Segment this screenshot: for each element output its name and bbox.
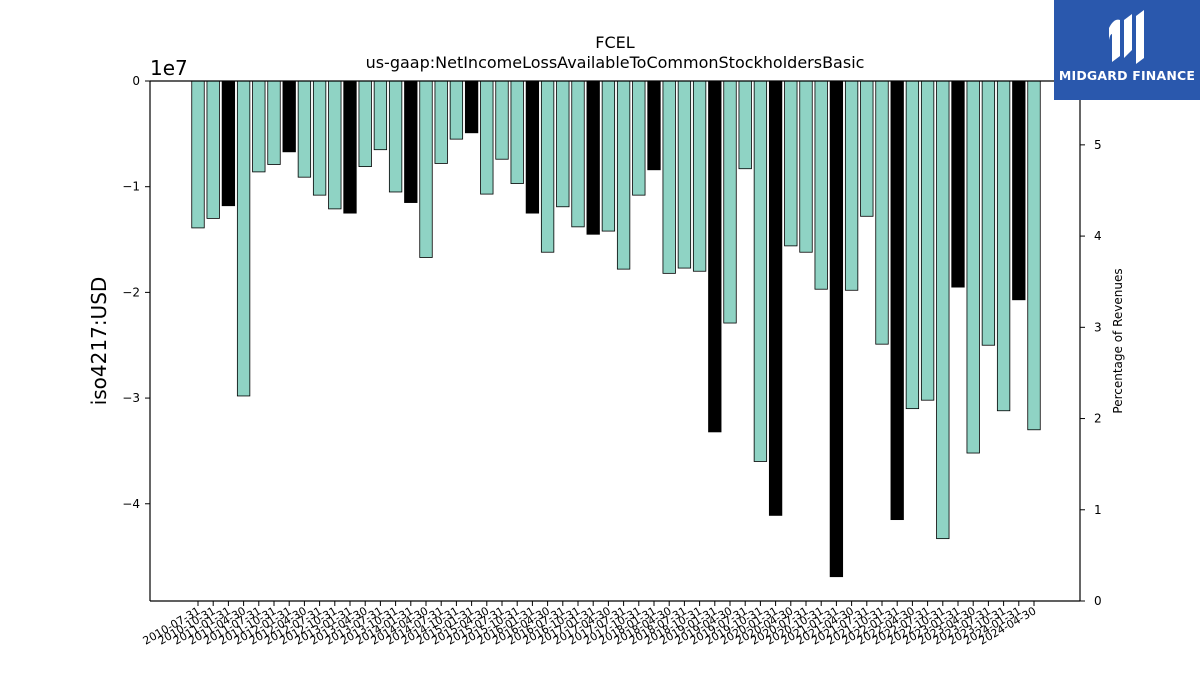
midgard-finance-logo-icon [1109, 10, 1144, 64]
bar-2018-10-31 [692, 80, 707, 272]
bar-2011-04-30 [236, 80, 251, 397]
bar-2013-10-31 [388, 80, 403, 193]
bar-2014-01-31 [404, 80, 418, 203]
bar-2018-01-31 [647, 80, 661, 171]
y2-tick-label: 0 [1094, 594, 1102, 608]
y2-tick-label: 1 [1094, 503, 1102, 517]
bar-2016-01-31 [525, 80, 540, 214]
bar-2019-07-31 [738, 80, 752, 170]
bar-2021-04-30 [844, 80, 859, 291]
bar-2019-04-30 [723, 80, 737, 324]
bar-2012-01-31 [282, 80, 296, 153]
y-tick-label: −3 [122, 391, 140, 405]
y-tick-label: −4 [122, 497, 140, 511]
y2-tick-label: 5 [1094, 138, 1102, 152]
y-tick-label: −1 [122, 180, 140, 194]
bar-2016-07-31 [556, 80, 570, 208]
bar-2010-10-31 [206, 80, 220, 219]
bar-2012-10-31 [328, 80, 342, 210]
chart-subtitle: us-gaap:NetIncomeLossAvailableToCommonSt… [366, 53, 865, 72]
bars-group [191, 80, 1041, 578]
bar-2020-04-30 [784, 80, 798, 247]
bar-2023-01-31 [951, 80, 965, 288]
bar-2011-01-31 [221, 80, 236, 207]
y2-axis-label: Percentage of Revenues [1111, 268, 1125, 413]
bar-2022-10-31 [936, 80, 950, 540]
bar-2022-04-30 [905, 80, 920, 410]
midgard-finance-logo: MIDGARD FINANCE [1054, 0, 1200, 100]
y-axis-label: iso4217:USD [87, 277, 111, 406]
chart-title: FCEL [595, 33, 634, 52]
bar-2018-04-30 [662, 80, 676, 274]
bar-2024-04-30 [1027, 80, 1041, 431]
y-axis-ticks: 0 −1 −2 −3 −4 [122, 74, 150, 511]
y2-tick-label: 4 [1094, 229, 1102, 243]
bar-2020-07-31 [799, 80, 813, 253]
bar-2023-10-31 [996, 80, 1011, 412]
bar-2022-01-31 [890, 80, 904, 521]
bar-2015-01-31 [464, 80, 479, 134]
bar-2014-10-31 [449, 80, 464, 140]
y-tick-label: 0 [132, 74, 140, 88]
bar-2017-04-30 [601, 80, 616, 232]
bar-2021-10-31 [875, 80, 889, 345]
bar-2022-07-31 [920, 80, 935, 401]
bar-2015-07-31 [495, 80, 509, 160]
bar-2016-04-30 [540, 80, 555, 253]
bar-2017-07-31 [616, 80, 631, 270]
y-tick-label: −2 [122, 285, 140, 299]
bar-2019-01-31 [708, 80, 722, 433]
logo-text: MIDGARD FINANCE [1058, 68, 1196, 83]
bar-2020-10-31 [814, 80, 828, 290]
bar-2011-10-31 [267, 80, 281, 165]
bar-2021-07-31 [860, 80, 874, 217]
bar-2013-04-30 [358, 80, 372, 168]
y2-tick-label: 2 [1094, 412, 1102, 426]
bar-2018-07-31 [677, 80, 692, 269]
bar-2023-07-31 [981, 80, 996, 346]
bar-2023-04-30 [966, 80, 980, 454]
bar-2015-10-31 [510, 80, 524, 184]
bar-2017-01-31 [586, 80, 600, 235]
bar-2024-01-31 [1012, 80, 1026, 301]
bar-2010-07-31 [191, 80, 205, 229]
bar-2017-10-31 [632, 80, 646, 196]
y2-axis-ticks: 0 1 2 3 4 5 [1080, 138, 1102, 608]
bar-2013-07-31 [373, 80, 388, 151]
bar-2014-04-30 [419, 80, 433, 258]
bar-2012-07-31 [312, 80, 327, 196]
bar-2019-10-31 [753, 80, 768, 462]
x-axis-ticks: 2010-07-312010-10-312011-01-312011-04-30… [141, 601, 1039, 648]
y-axis-exponent: 1e7 [150, 56, 188, 80]
bar-2012-04-30 [297, 80, 312, 178]
bar-2015-04-30 [480, 80, 494, 195]
bar-2021-01-31 [829, 80, 844, 578]
y2-tick-label: 3 [1094, 320, 1102, 334]
bar-2020-01-31 [768, 80, 783, 516]
bar-2011-07-31 [252, 80, 266, 173]
bar-2013-01-31 [343, 80, 357, 214]
bar-2016-10-31 [571, 80, 585, 228]
bar-2014-07-31 [434, 80, 448, 164]
